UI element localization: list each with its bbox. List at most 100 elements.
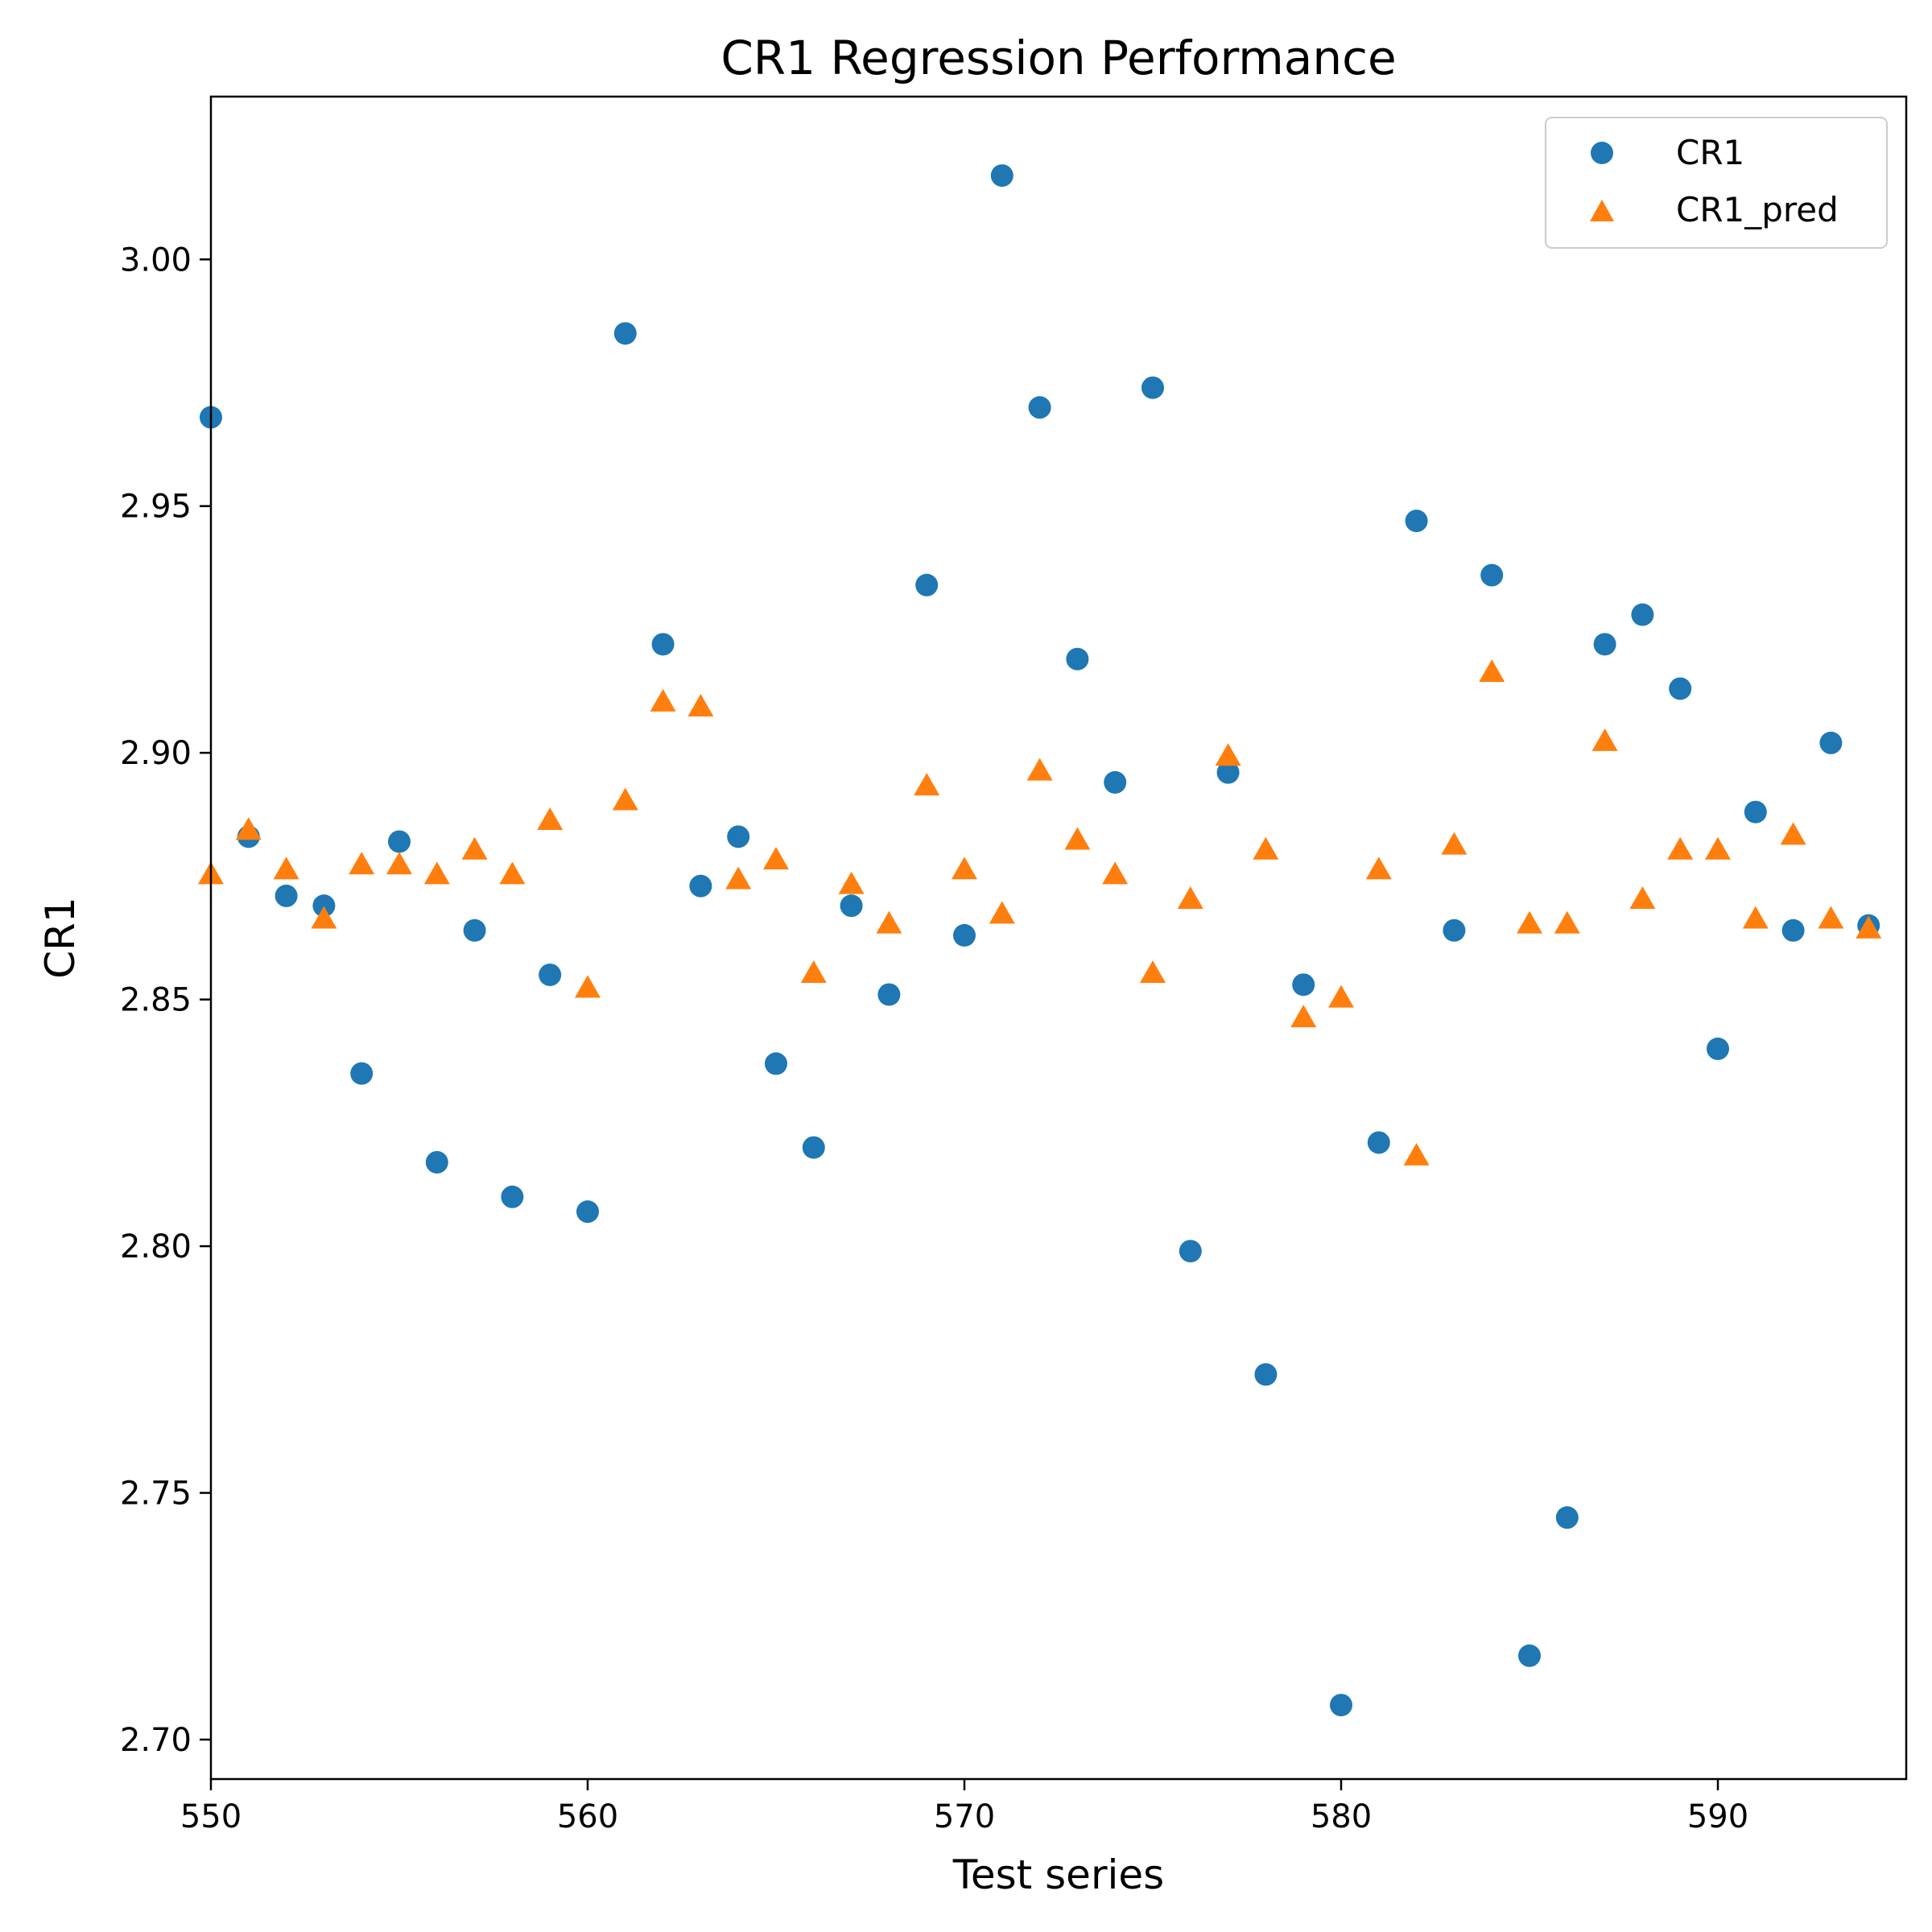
point-cr1 [388, 830, 411, 853]
point-cr1 [350, 1062, 374, 1085]
point-cr1 [953, 923, 976, 947]
point-cr1 [501, 1185, 524, 1208]
point-cr1-pred [1290, 1005, 1317, 1028]
point-cr1-pred [1177, 886, 1203, 910]
point-cr1-pred [1140, 960, 1166, 983]
point-cr1 [1141, 376, 1164, 399]
x-tick-label: 560 [557, 1798, 618, 1835]
point-cr1-pred [1479, 659, 1505, 683]
x-tick-label: 590 [1687, 1798, 1748, 1835]
point-cr1 [1179, 1240, 1202, 1263]
point-cr1 [1669, 677, 1692, 700]
point-cr1-pred [386, 852, 412, 875]
point-cr1 [275, 884, 298, 907]
point-cr1 [877, 983, 901, 1006]
point-cr1 [539, 963, 562, 986]
x-tick-label: 550 [180, 1798, 242, 1835]
point-cr1 [1367, 1131, 1390, 1154]
point-cr1 [1744, 800, 1767, 824]
point-cr1-pred [1064, 827, 1091, 850]
point-cr1 [840, 894, 863, 918]
point-cr1-pred [1253, 836, 1279, 860]
point-cr1-pred [423, 861, 450, 885]
point-cr1 [576, 1200, 599, 1224]
point-cr1-pred [499, 861, 526, 885]
point-cr1-pred [1667, 836, 1694, 860]
point-cr1 [802, 1136, 825, 1159]
point-cr1 [1631, 603, 1654, 626]
point-cr1 [1104, 770, 1127, 794]
marks-layer [198, 164, 1882, 1717]
y-tick-label: 2.70 [120, 1722, 192, 1759]
point-cr1-pred [650, 688, 676, 712]
point-cr1-pred [876, 910, 902, 934]
point-cr1-pred [1554, 910, 1580, 934]
point-cr1-pred [537, 807, 564, 830]
x-tick-label: 580 [1311, 1798, 1372, 1835]
point-cr1-pred [952, 857, 977, 880]
point-cr1 [1707, 1037, 1729, 1060]
point-cr1-pred [989, 901, 1015, 924]
point-cr1 [1781, 919, 1805, 942]
point-cr1-pred [1629, 886, 1656, 910]
point-cr1 [1555, 1506, 1579, 1530]
point-cr1-pred [914, 773, 940, 796]
point-cr1 [1028, 396, 1051, 419]
point-cr1-pred [273, 857, 299, 880]
point-cr1-pred [1026, 758, 1053, 781]
point-cr1 [1593, 633, 1616, 656]
point-cr1 [1066, 647, 1089, 671]
point-cr1 [689, 874, 712, 898]
point-cr1 [312, 894, 336, 918]
point-cr1-pred [725, 866, 752, 890]
point-cr1-pred [1403, 1142, 1430, 1166]
point-cr1-pred [1102, 861, 1129, 885]
point-cr1-pred [1591, 728, 1618, 751]
point-cr1-pred [763, 847, 789, 869]
y-axis-label: CR1 [37, 897, 84, 978]
y-tick-label: 2.85 [120, 982, 192, 1019]
point-cr1 [1443, 919, 1466, 942]
point-cr1-pred [349, 852, 375, 875]
y-tick-label: 2.90 [120, 735, 192, 772]
legend: CR1 CR1_pred [1545, 117, 1888, 249]
point-cr1-pred [1328, 985, 1354, 1008]
point-cr1-pred [1365, 857, 1392, 880]
point-cr1-pred [800, 960, 827, 983]
legend-box [1545, 117, 1888, 249]
y-tick-label: 2.80 [120, 1228, 192, 1265]
point-cr1-pred [1705, 836, 1731, 860]
x-axis: 550 560 570 580 590 [180, 1779, 1748, 1835]
x-axis-label: Test series [952, 1852, 1164, 1898]
legend-label-cr1-pred: CR1_pred [1676, 190, 1839, 229]
point-cr1-pred [1818, 906, 1844, 929]
point-cr1-pred [1780, 822, 1806, 845]
y-tick-label: 2.95 [120, 489, 192, 526]
legend-label-cr1: CR1 [1676, 133, 1744, 172]
legend-marker-cr1 [1591, 142, 1613, 164]
point-cr1 [1405, 510, 1428, 533]
point-cr1-pred [687, 694, 714, 716]
point-cr1 [727, 825, 750, 848]
point-cr1 [1330, 1694, 1352, 1717]
point-cr1 [1518, 1644, 1541, 1667]
point-cr1 [915, 573, 939, 597]
point-cr1-pred [838, 871, 865, 894]
point-cr1 [1819, 731, 1843, 754]
point-cr1-pred [235, 817, 262, 840]
point-cr1-pred [612, 787, 638, 811]
point-cr1-pred [1441, 832, 1468, 855]
point-cr1 [463, 919, 486, 942]
chart-title: CR1 Regression Performance [720, 31, 1396, 85]
x-tick-label: 570 [934, 1798, 995, 1835]
point-cr1 [1254, 1363, 1278, 1386]
y-tick-label: 2.75 [120, 1476, 192, 1513]
point-cr1 [613, 322, 637, 345]
point-cr1 [1292, 973, 1315, 997]
point-cr1 [1480, 564, 1504, 587]
point-cr1-pred [575, 975, 601, 998]
plot-area-frame [209, 95, 1908, 1781]
point-cr1-pred [461, 836, 488, 860]
point-cr1-pred [1856, 915, 1882, 939]
